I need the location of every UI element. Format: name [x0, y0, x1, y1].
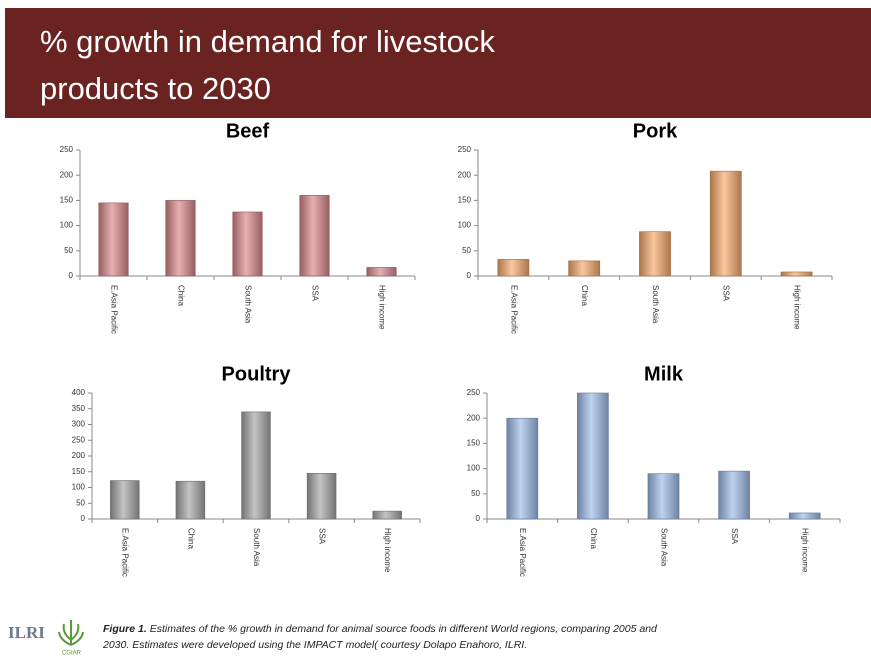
chart: Poultry 0 50 100 150 200 250 300 350 400 E.Asia Pa…	[72, 363, 421, 577]
chart: Pork 0 50 100 150 200 250 E.Asia Pacific China So…	[458, 120, 833, 334]
bar	[299, 195, 330, 277]
bar	[232, 211, 263, 277]
y-tick-label: 150	[467, 439, 481, 448]
y-tick-label: 350	[72, 404, 86, 413]
bar	[175, 480, 206, 520]
x-tick-label: E.Asia Pacific	[509, 285, 518, 334]
y-tick-label: 50	[64, 246, 73, 255]
y-tick-label: 200	[72, 451, 86, 460]
x-tick-label: High income	[801, 528, 810, 573]
bar	[647, 473, 680, 520]
y-tick-label: 150	[458, 196, 472, 205]
y-tick-label: 50	[471, 489, 480, 498]
bar	[506, 417, 539, 520]
x-tick-label: South Asia	[659, 528, 668, 567]
caption: Figure 1. Estimates of the % growth in d…	[103, 623, 658, 635]
bar	[497, 259, 530, 277]
x-tick-label: South Asia	[252, 528, 261, 567]
y-tick-label: 250	[60, 145, 74, 154]
chart: Milk 0 50 100 150 200 250 E.Asia Pacific China So…	[467, 363, 841, 577]
y-tick-label: 200	[467, 413, 481, 422]
bar	[372, 510, 402, 520]
chart: Beef 0 50 100 150 200 250 E.Asia Pacific China So…	[60, 120, 416, 334]
bar	[165, 200, 196, 277]
caption-text: 2030. Estimates were developed using the…	[102, 639, 527, 651]
bar	[639, 231, 671, 277]
y-tick-label: 250	[72, 435, 86, 444]
caption-text: Estimates of the % growth in demand for …	[150, 623, 658, 635]
logo-cgiar: CGIAR	[62, 651, 82, 657]
y-tick-label: 50	[76, 498, 85, 507]
x-tick-label: China	[176, 285, 185, 306]
x-tick-label: E.Asia Pacific	[518, 528, 527, 577]
y-tick-label: 400	[72, 388, 86, 397]
x-tick-label: High income	[792, 285, 801, 330]
y-tick-label: 100	[72, 483, 86, 492]
x-tick-label: SSA	[730, 528, 739, 545]
bar	[306, 473, 337, 520]
y-tick-label: 0	[467, 271, 472, 280]
y-tick-label: 300	[72, 420, 86, 429]
slide-title: products to 2030	[40, 71, 271, 106]
bar	[110, 480, 140, 520]
x-tick-label: E.Asia Pacific	[121, 528, 130, 577]
x-tick-label: SSA	[722, 285, 731, 302]
bar	[709, 170, 742, 277]
x-tick-label: High income	[383, 528, 392, 573]
y-tick-label: 100	[467, 464, 481, 473]
x-tick-label: South Asia	[243, 285, 252, 324]
y-tick-label: 250	[458, 145, 472, 154]
logo-plant	[58, 620, 84, 646]
bar	[241, 411, 271, 520]
bar	[577, 392, 609, 520]
bar	[718, 470, 750, 520]
title-banner	[5, 8, 871, 118]
x-tick-label: China	[186, 528, 195, 549]
y-tick-label: 0	[476, 514, 481, 523]
y-tick-label: 0	[69, 271, 74, 280]
bar	[788, 512, 821, 520]
y-tick-label: 0	[81, 514, 86, 523]
y-tick-label: 150	[60, 196, 74, 205]
chart-title: Milk	[644, 363, 684, 385]
chart-title: Pork	[633, 120, 678, 142]
x-tick-label: SSA	[317, 528, 326, 545]
x-tick-label: China	[589, 528, 598, 549]
logo-ilri: ILRI	[8, 623, 45, 642]
y-tick-label: 100	[458, 221, 472, 230]
slide-title: % growth in demand for livestock	[40, 24, 495, 59]
y-tick-label: 250	[467, 388, 481, 397]
bar	[780, 271, 813, 277]
bar	[366, 267, 397, 277]
caption-label: Figure 1.	[103, 623, 147, 635]
x-tick-label: China	[580, 285, 589, 306]
y-tick-label: 100	[60, 221, 74, 230]
bar	[568, 260, 601, 277]
x-tick-label: E.Asia Pacific	[109, 285, 118, 334]
y-tick-label: 150	[72, 467, 86, 476]
x-tick-label: South Asia	[651, 285, 660, 324]
chart-title: Poultry	[222, 363, 292, 385]
y-tick-label: 200	[60, 170, 74, 179]
y-tick-label: 50	[462, 246, 471, 255]
bar	[98, 202, 129, 277]
y-tick-label: 200	[458, 170, 472, 179]
chart-title: Beef	[226, 120, 270, 142]
x-tick-label: SSA	[310, 285, 319, 302]
x-tick-label: High income	[377, 285, 386, 330]
